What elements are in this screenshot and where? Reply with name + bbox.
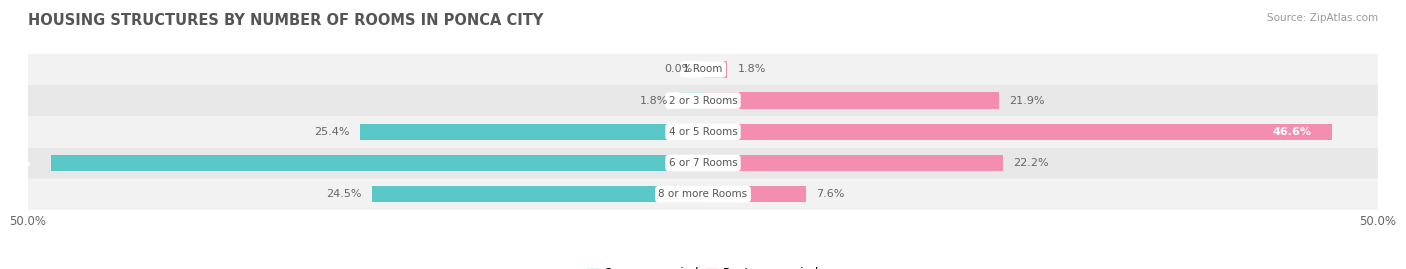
Text: 8 or more Rooms: 8 or more Rooms <box>658 189 748 199</box>
Text: 21.9%: 21.9% <box>1010 95 1045 106</box>
Text: 1.8%: 1.8% <box>738 64 766 75</box>
Text: 25.4%: 25.4% <box>314 127 349 137</box>
FancyBboxPatch shape <box>28 85 1378 116</box>
Text: HOUSING STRUCTURES BY NUMBER OF ROOMS IN PONCA CITY: HOUSING STRUCTURES BY NUMBER OF ROOMS IN… <box>28 13 544 29</box>
Text: 4 or 5 Rooms: 4 or 5 Rooms <box>669 127 737 137</box>
FancyBboxPatch shape <box>28 54 1378 85</box>
Text: 22.2%: 22.2% <box>1014 158 1049 168</box>
FancyBboxPatch shape <box>28 116 1378 147</box>
FancyBboxPatch shape <box>28 147 1378 179</box>
Text: 2 or 3 Rooms: 2 or 3 Rooms <box>669 95 737 106</box>
Bar <box>360 124 703 140</box>
Text: 46.6%: 46.6% <box>1272 127 1312 137</box>
Bar <box>703 186 806 202</box>
Text: 1.8%: 1.8% <box>640 95 668 106</box>
Bar <box>679 93 703 109</box>
Bar <box>703 93 998 109</box>
Bar <box>703 61 727 77</box>
Text: 6 or 7 Rooms: 6 or 7 Rooms <box>669 158 737 168</box>
Legend: Owner-occupied, Renter-occupied: Owner-occupied, Renter-occupied <box>582 263 824 269</box>
Text: 48.3%: 48.3% <box>0 158 31 168</box>
Text: 24.5%: 24.5% <box>326 189 361 199</box>
Bar <box>51 155 703 171</box>
FancyBboxPatch shape <box>28 179 1378 210</box>
Bar <box>703 155 1002 171</box>
Bar <box>373 186 703 202</box>
Bar <box>703 124 1331 140</box>
Text: 0.0%: 0.0% <box>664 64 692 75</box>
Text: Source: ZipAtlas.com: Source: ZipAtlas.com <box>1267 13 1378 23</box>
Text: 1 Room: 1 Room <box>683 64 723 75</box>
Text: 7.6%: 7.6% <box>817 189 845 199</box>
